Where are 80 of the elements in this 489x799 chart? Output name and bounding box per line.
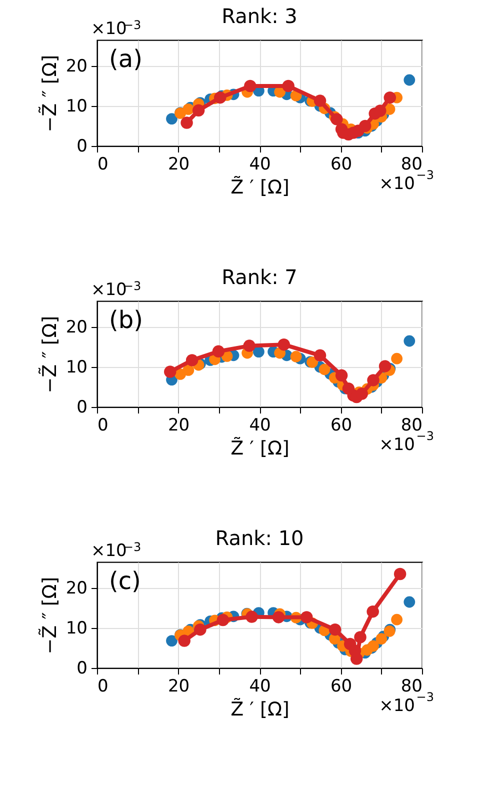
y-tick-label: 20 (66, 578, 88, 598)
x-tick-label: 20 (168, 154, 190, 174)
point (214, 91, 226, 104)
point (335, 369, 348, 382)
point (194, 623, 206, 636)
point (374, 104, 386, 117)
x-tick-label: 0 (98, 676, 108, 696)
y-tick-label: 20 (66, 56, 88, 76)
x-tick-label: 80 (400, 676, 422, 696)
point (186, 354, 198, 366)
x-axis-title: Z̃ ′ [Ω] (230, 436, 290, 460)
point (282, 80, 294, 92)
y-tick-label: 10 (66, 358, 88, 378)
x-tick-label: 40 (249, 416, 271, 436)
x-tick-label: 60 (330, 154, 352, 174)
y-tick-label: 20 (66, 318, 88, 338)
chart-title: Rank: 10 (215, 526, 304, 550)
point (330, 113, 343, 126)
y-tick-label: 10 (66, 618, 88, 638)
point (391, 352, 403, 364)
point (290, 350, 302, 362)
point (243, 340, 256, 352)
point (378, 360, 392, 372)
point (356, 388, 368, 400)
x-tick-label: 20 (168, 676, 190, 696)
y-tick-label: 0 (76, 398, 88, 418)
point (366, 605, 379, 618)
x-tick-label: 40 (249, 154, 271, 174)
x-tick-label: 40 (249, 676, 271, 696)
point (306, 356, 318, 368)
point (216, 614, 230, 626)
point (359, 120, 372, 132)
point (164, 366, 176, 378)
point (391, 614, 403, 626)
point (394, 568, 406, 580)
point (192, 104, 205, 117)
point (350, 652, 363, 665)
y-axis-title: −Z̃ ″ [Ω] (37, 316, 61, 394)
y-tick-label: 0 (76, 136, 88, 156)
point (376, 633, 388, 644)
point (212, 345, 225, 358)
y-axis-title: −Z̃ ″ [Ω] (37, 576, 61, 654)
point (318, 364, 330, 376)
point (404, 74, 416, 86)
point (272, 611, 285, 624)
x-tick-label: 60 (330, 416, 352, 436)
point (367, 374, 380, 386)
x-axis-title: Z̃ ′ [Ω] (230, 697, 290, 720)
point (278, 338, 290, 351)
point (354, 631, 366, 644)
point (328, 623, 342, 636)
point (252, 346, 264, 358)
x-tick-label: 60 (330, 676, 352, 696)
point (182, 364, 194, 376)
point (384, 91, 396, 104)
point (246, 610, 258, 623)
chart-title: Rank: 7 (222, 265, 298, 289)
point (166, 635, 178, 646)
point (166, 113, 178, 124)
x-tick-label: 20 (168, 416, 190, 436)
y-tick-label: 0 (76, 658, 88, 678)
x-tick-label: 80 (400, 416, 422, 436)
point (300, 611, 313, 624)
point (244, 80, 256, 92)
y-tick-label: 10 (66, 96, 88, 116)
annotation: (c) (109, 567, 141, 595)
point (404, 335, 416, 347)
point (404, 596, 416, 608)
annotation: (b) (109, 306, 143, 334)
point (314, 94, 326, 107)
x-axis-title: Z̃ ′ [Ω] (230, 175, 290, 198)
chart-title: Rank: 3 (222, 4, 298, 28)
x-tick-label: 0 (98, 416, 108, 436)
point (314, 349, 326, 362)
x-tick-label: 80 (400, 154, 422, 174)
x-tick-label: 0 (98, 154, 108, 174)
y-axis-title: −Z̃ ″ [Ω] (37, 54, 61, 132)
annotation: (a) (109, 45, 142, 73)
point (178, 634, 190, 647)
point (180, 116, 193, 129)
